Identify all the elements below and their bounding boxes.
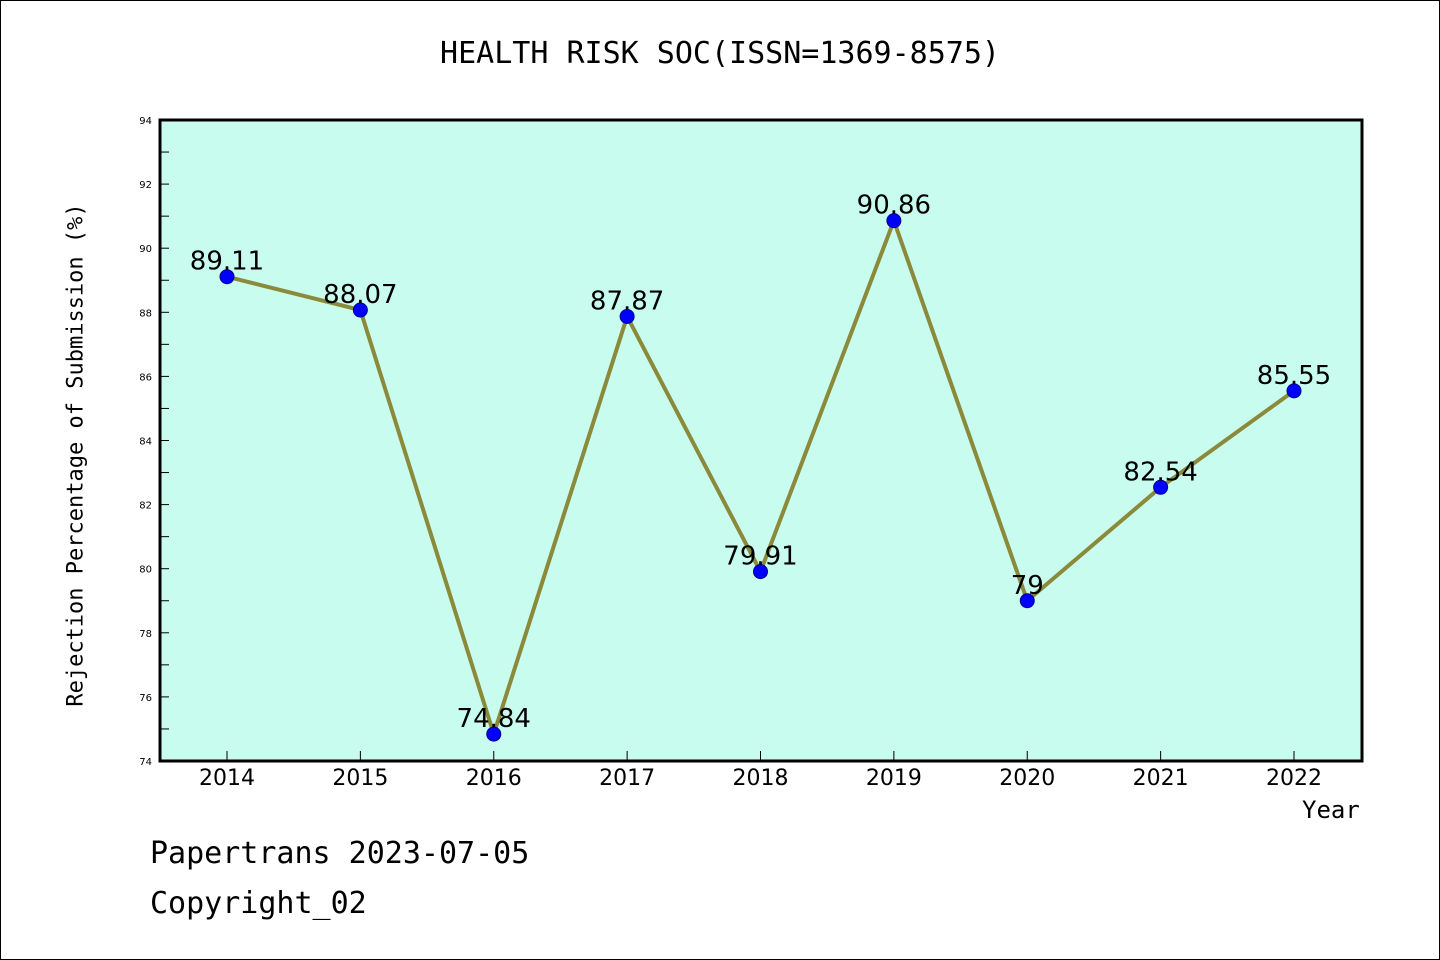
y-tick-label: 94 — [139, 116, 152, 127]
y-tick-label: 88 — [139, 308, 152, 319]
data-label: 87.87 — [590, 286, 664, 316]
y-tick-label: 74 — [139, 757, 152, 768]
data-label: 88.07 — [323, 280, 397, 310]
data-point — [1019, 593, 1035, 609]
data-point — [1286, 383, 1302, 399]
x-tick-label: 2020 — [999, 766, 1055, 791]
data-label: 90.86 — [857, 191, 931, 221]
data-label: 82.54 — [1123, 457, 1197, 487]
x-tick-label: 2018 — [733, 766, 789, 791]
data-label: 85.55 — [1257, 361, 1331, 391]
x-tick-label: 2022 — [1266, 766, 1322, 791]
footer-date: Papertrans 2023-07-05 — [150, 836, 530, 871]
plot-border — [158, 118, 1364, 763]
y-tick-label: 78 — [139, 629, 152, 640]
x-tick-label: 2016 — [466, 766, 522, 791]
data-point — [619, 308, 635, 324]
x-tick-label: 2015 — [332, 766, 388, 791]
x-axis-label: Year — [1302, 796, 1360, 824]
x-tick-label: 2014 — [199, 766, 255, 791]
x-tick-label: 2017 — [599, 766, 655, 791]
data-label: 79 — [1011, 571, 1044, 601]
y-tick-label: 82 — [139, 501, 152, 512]
x-tick-label: 2019 — [866, 766, 922, 791]
data-point — [486, 726, 502, 742]
x-tick-label: 2021 — [1133, 766, 1189, 791]
data-label: 74.84 — [457, 704, 531, 734]
y-tick-label: 76 — [139, 693, 152, 704]
data-point — [1153, 479, 1169, 495]
data-point — [219, 269, 235, 285]
y-tick-label: 90 — [139, 244, 152, 255]
footer-copyright: Copyright_02 — [150, 886, 367, 921]
plot-area — [160, 120, 1362, 761]
data-label: 89.11 — [190, 247, 264, 277]
y-tick-label: 80 — [139, 565, 152, 576]
chart-title: HEALTH RISK SOC(ISSN=1369-8575) — [440, 36, 1000, 71]
y-tick-label: 92 — [139, 180, 152, 191]
y-tick-label: 86 — [139, 372, 152, 383]
data-point — [352, 302, 368, 318]
data-point — [753, 564, 768, 580]
y-tick-label: 84 — [139, 437, 152, 448]
data-label: 79.91 — [723, 542, 797, 572]
data-point — [886, 213, 902, 229]
